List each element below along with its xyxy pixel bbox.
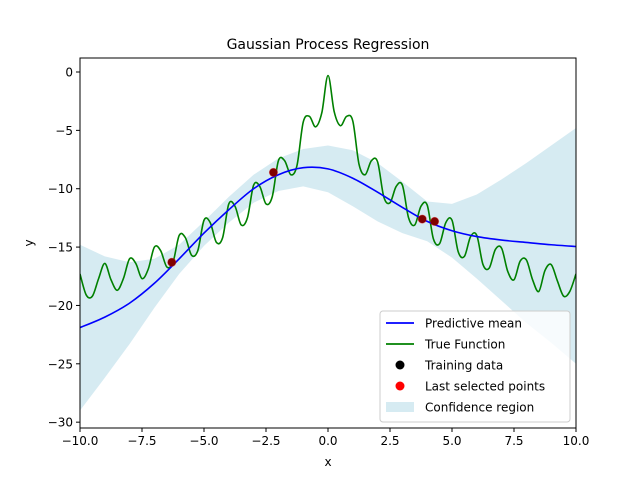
legend-confidence-label: Confidence region bbox=[425, 401, 534, 415]
x-tick-label: 10.0 bbox=[563, 434, 590, 448]
legend-last-selected-label: Last selected points bbox=[425, 380, 545, 394]
chart-title: Gaussian Process Regression bbox=[227, 37, 430, 53]
y-tick-label: −30 bbox=[48, 416, 73, 430]
x-tick-label: 7.5 bbox=[504, 434, 523, 448]
x-tick-label: −10.0 bbox=[62, 434, 99, 448]
last-selected-point bbox=[430, 216, 440, 226]
last-selected-point bbox=[268, 167, 278, 177]
x-tick-label: 5.0 bbox=[442, 434, 461, 448]
plot-area bbox=[80, 74, 576, 411]
last-selected-point bbox=[417, 214, 427, 224]
axis-ticks: −10.0 −7.5 −5.0 −2.5 0.0 2.5 5.0 7.5 10.0 0 −5 −10 −… bbox=[48, 66, 590, 448]
x-tick-label: 2.5 bbox=[380, 434, 399, 448]
legend-training-data-label: Training data bbox=[424, 359, 503, 373]
legend-true-function-label: True Function bbox=[424, 338, 505, 352]
confidence-region bbox=[80, 128, 576, 411]
legend-training-data-marker bbox=[395, 360, 405, 370]
x-tick-label: −7.5 bbox=[127, 434, 156, 448]
x-axis-label: x bbox=[324, 455, 331, 469]
plot-series bbox=[80, 74, 576, 411]
legend-confidence-swatch bbox=[386, 402, 414, 412]
legend-last-selected-marker bbox=[395, 381, 405, 391]
x-tick-label: −2.5 bbox=[251, 434, 280, 448]
y-axis-label: y bbox=[22, 239, 36, 246]
y-tick-label: −10 bbox=[48, 182, 73, 196]
legend: Predictive mean True Function Training d… bbox=[379, 310, 571, 423]
last-selected-point bbox=[167, 257, 177, 267]
y-tick-label: −25 bbox=[48, 357, 73, 371]
y-tick-label: 0 bbox=[65, 66, 73, 80]
true-function-line bbox=[80, 74, 576, 299]
y-tick-label: −5 bbox=[55, 124, 73, 138]
legend-predictive-mean-label: Predictive mean bbox=[425, 317, 522, 331]
y-tick-label: −20 bbox=[48, 299, 73, 313]
legend-box bbox=[379, 310, 571, 423]
y-tick-label: −15 bbox=[48, 241, 73, 255]
x-tick-label: −5.0 bbox=[189, 434, 218, 448]
x-tick-label: 0.0 bbox=[318, 434, 337, 448]
predictive-mean-line bbox=[80, 166, 576, 329]
